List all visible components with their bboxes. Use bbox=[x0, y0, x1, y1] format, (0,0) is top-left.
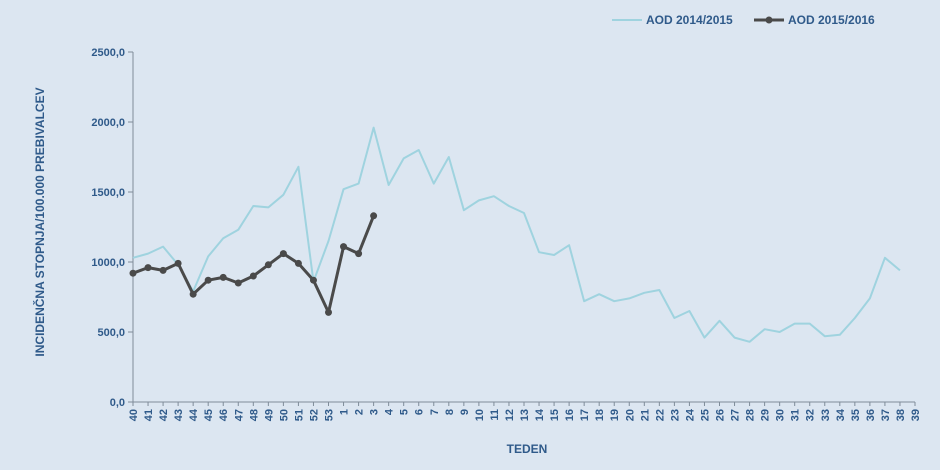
y-tick-label: 2000,0 bbox=[91, 117, 125, 129]
data-point bbox=[370, 212, 378, 220]
data-point bbox=[234, 279, 242, 287]
y-tick-label: 1000,0 bbox=[91, 257, 125, 269]
y-tick-label: 0,0 bbox=[110, 397, 125, 409]
x-tick-label: 53 bbox=[324, 409, 336, 421]
x-tick-label: 38 bbox=[895, 409, 907, 421]
data-point bbox=[294, 259, 302, 267]
x-tick-label: 21 bbox=[639, 409, 651, 421]
x-tick-label: 22 bbox=[654, 409, 666, 421]
series-line bbox=[132, 126, 901, 343]
data-point bbox=[129, 269, 137, 277]
series-1 bbox=[132, 126, 901, 343]
x-tick-label: 7 bbox=[429, 409, 441, 415]
legend-label: AOD 2015/2016 bbox=[788, 13, 875, 27]
x-tick-label: 43 bbox=[173, 409, 185, 421]
data-point bbox=[189, 290, 197, 298]
legend: AOD 2014/2015 AOD 2015/2016 bbox=[612, 13, 875, 27]
x-tick-label: 33 bbox=[820, 409, 832, 421]
data-point bbox=[174, 259, 182, 267]
x-tick-label: 41 bbox=[143, 409, 155, 421]
x-tick-label: 10 bbox=[474, 409, 486, 421]
x-tick-label: 28 bbox=[745, 409, 757, 421]
x-tick-label: 50 bbox=[278, 409, 290, 421]
x-tick-label: 40 bbox=[128, 409, 140, 421]
x-tick-label: 6 bbox=[414, 409, 426, 415]
x-tick-label: 8 bbox=[444, 409, 456, 415]
x-tick-label: 32 bbox=[805, 409, 817, 421]
x-tick-label: 37 bbox=[880, 409, 892, 421]
x-tick-label: 35 bbox=[850, 409, 862, 421]
legend-item: AOD 2014/2015 bbox=[612, 13, 733, 27]
data-point bbox=[340, 243, 348, 251]
series-2 bbox=[129, 212, 378, 316]
x-tick-label: 26 bbox=[715, 409, 727, 421]
x-tick-label: 39 bbox=[910, 409, 922, 421]
y-tick-label: 500,0 bbox=[97, 327, 125, 339]
x-tick-label: 52 bbox=[308, 409, 320, 421]
data-point bbox=[204, 276, 212, 284]
x-tick-label: 42 bbox=[158, 409, 170, 421]
x-tick-label: 36 bbox=[865, 409, 877, 421]
data-point bbox=[264, 261, 272, 269]
x-tick-label: 47 bbox=[233, 409, 245, 421]
x-axis-title: TEDEN bbox=[507, 442, 548, 456]
x-tick-label: 15 bbox=[549, 409, 561, 421]
x-tick-label: 24 bbox=[684, 408, 696, 421]
x-tick-label: 48 bbox=[248, 409, 260, 421]
legend-marker bbox=[765, 16, 773, 24]
legend-label: AOD 2014/2015 bbox=[646, 13, 733, 27]
x-tick-label: 16 bbox=[564, 409, 576, 421]
series-line bbox=[132, 215, 376, 314]
x-tick-label: 12 bbox=[504, 409, 516, 421]
x-tick-label: 2 bbox=[354, 409, 366, 415]
x-tick-label: 25 bbox=[699, 409, 711, 421]
y-axis-title: INCIDENČNA STOPNJA/100.000 PREBIVALCEV bbox=[32, 87, 47, 356]
y-tick-label: 1500,0 bbox=[91, 187, 125, 199]
data-point bbox=[219, 273, 227, 281]
data-point bbox=[309, 276, 317, 284]
x-tick-label: 13 bbox=[519, 409, 531, 421]
x-tick-label: 5 bbox=[399, 409, 411, 415]
x-tick-label: 51 bbox=[293, 409, 305, 421]
data-point bbox=[355, 250, 363, 258]
x-tick-label: 3 bbox=[369, 409, 381, 415]
x-tick-label: 20 bbox=[624, 409, 636, 421]
x-tick-label: 1 bbox=[339, 409, 351, 415]
data-point bbox=[144, 264, 152, 272]
legend-item: AOD 2015/2016 bbox=[754, 13, 875, 27]
data-point bbox=[249, 272, 257, 280]
x-tick-label: 31 bbox=[790, 409, 802, 421]
data-point bbox=[159, 266, 167, 274]
x-tick-label: 46 bbox=[218, 409, 230, 421]
x-tick-label: 49 bbox=[263, 409, 275, 421]
x-tick-label: 23 bbox=[669, 409, 681, 421]
x-tick-label: 14 bbox=[534, 408, 546, 421]
x-tick-label: 19 bbox=[609, 409, 621, 421]
data-point bbox=[279, 250, 287, 258]
x-tick-label: 4 bbox=[384, 408, 396, 415]
x-tick-label: 11 bbox=[489, 409, 501, 421]
x-tick-label: 9 bbox=[459, 409, 471, 415]
x-tick-label: 30 bbox=[775, 409, 787, 421]
x-tick-label: 27 bbox=[730, 409, 742, 421]
data-point bbox=[325, 308, 332, 316]
x-tick-label: 45 bbox=[203, 409, 215, 421]
y-tick-label: 2500,0 bbox=[91, 47, 125, 59]
x-tick-label: 34 bbox=[835, 408, 847, 421]
series-layer bbox=[129, 126, 901, 343]
x-tick-label: 29 bbox=[760, 409, 772, 421]
x-tick-label: 44 bbox=[188, 408, 200, 421]
x-tick-label: 17 bbox=[579, 409, 591, 421]
x-tick-label: 18 bbox=[594, 409, 606, 421]
